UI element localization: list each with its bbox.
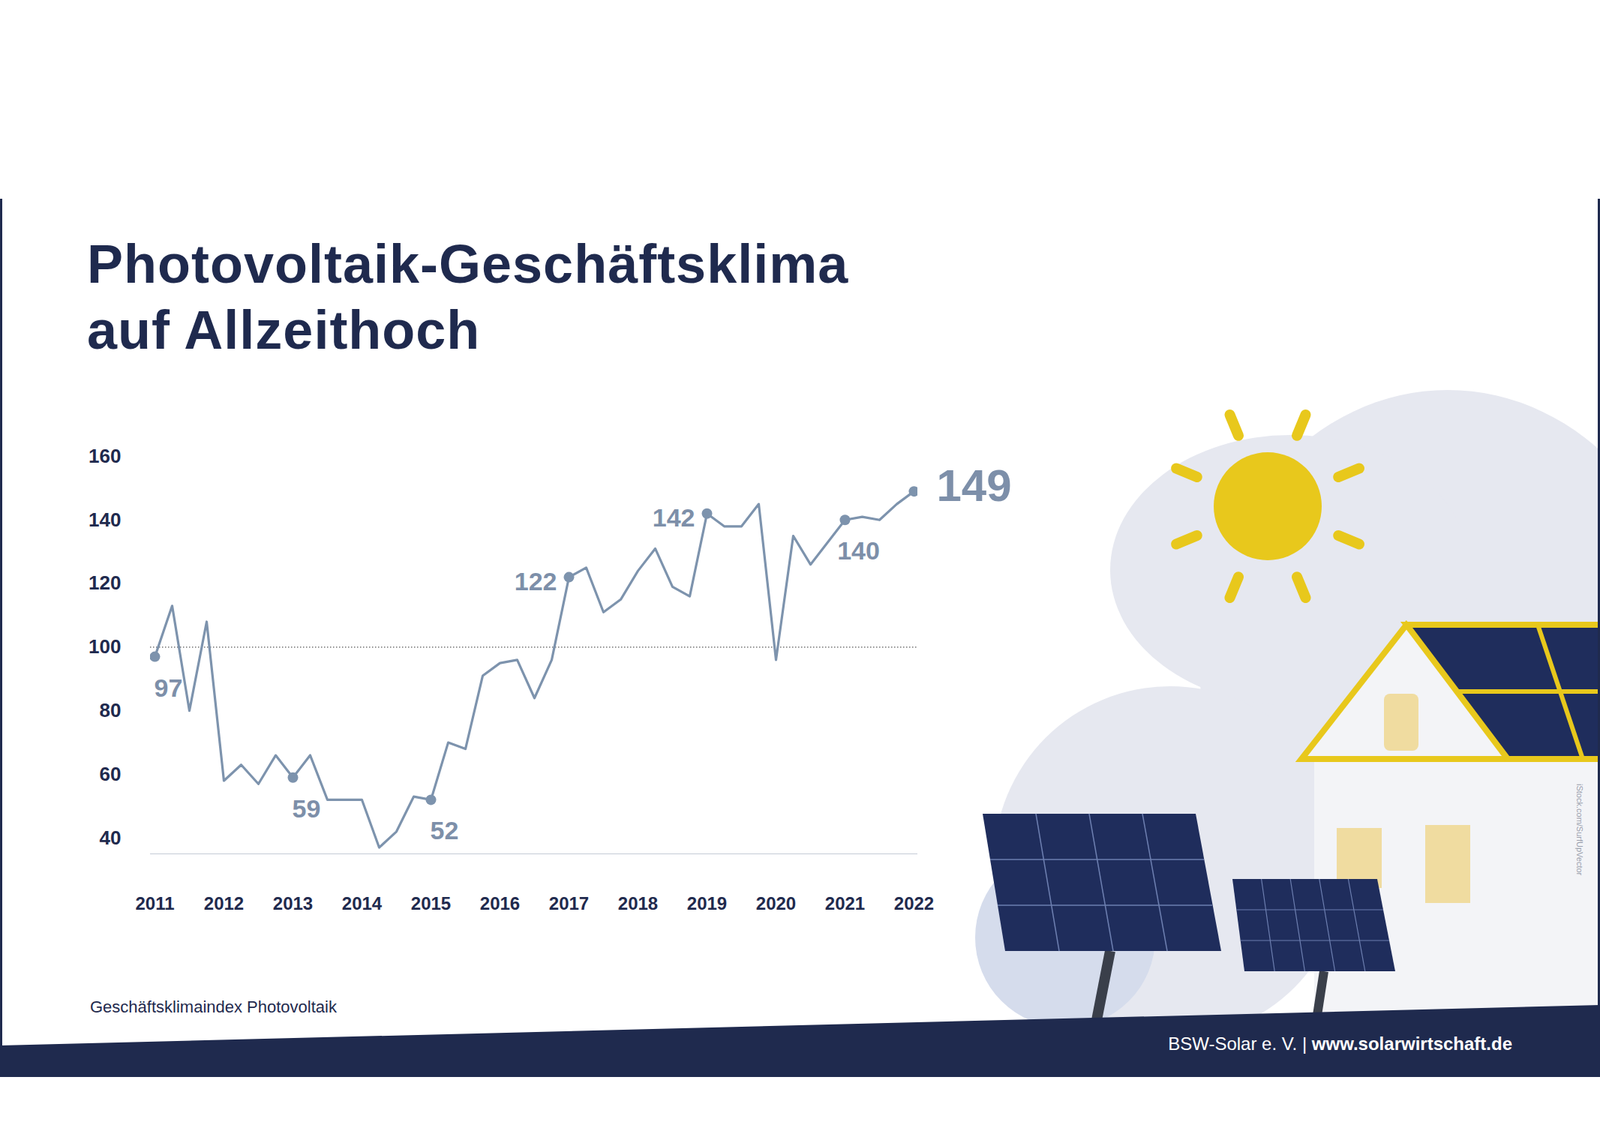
html-text:BSW-Solar e. V. | www.solarwir: BSW-Solar e. V. | www.solarwirtschaft.de: [1168, 1033, 1513, 1054]
svg-text:100: 100: [88, 635, 121, 658]
svg-text:2020: 2020: [756, 893, 796, 914]
svg-text:122: 122: [514, 567, 558, 596]
svg-text:149: 149: [936, 460, 1012, 511]
svg-text:2015: 2015: [411, 893, 451, 914]
svg-text:2021: 2021: [825, 893, 865, 914]
svg-text:2011: 2011: [135, 893, 175, 914]
svg-text:120: 120: [88, 571, 121, 595]
svg-text:2016: 2016: [480, 893, 520, 914]
svg-text:60: 60: [99, 762, 122, 786]
html-text:Photovoltaik-Geschäftsklima au: Photovoltaik-Geschäftsklima auf Allzeith…: [87, 234, 849, 361]
html-text:Geschäftsklimaindex Photovolta: Geschäftsklimaindex Photovoltaik: [90, 997, 337, 1017]
svg-text:59: 59: [292, 794, 322, 823]
svg-text:40: 40: [99, 826, 122, 850]
svg-text:142: 142: [652, 503, 696, 532]
svg-text:97: 97: [154, 673, 184, 703]
svg-text:2019: 2019: [687, 893, 727, 914]
svg-text:140: 140: [837, 536, 880, 565]
svg-text:160: 160: [88, 444, 121, 468]
svg-text:2013: 2013: [273, 893, 313, 914]
svg-text:2014: 2014: [342, 893, 383, 914]
html-text:iStock.com/SurfUpVector: iStock.com/SurfUpVector: [1575, 783, 1585, 876]
svg-text:2012: 2012: [204, 893, 244, 914]
svg-text:2022: 2022: [894, 893, 934, 914]
svg-text:52: 52: [430, 816, 460, 845]
svg-text:80: 80: [99, 699, 122, 722]
svg-text:2017: 2017: [549, 893, 589, 914]
svg-text:2018: 2018: [618, 893, 658, 914]
svg-text:140: 140: [88, 508, 121, 532]
